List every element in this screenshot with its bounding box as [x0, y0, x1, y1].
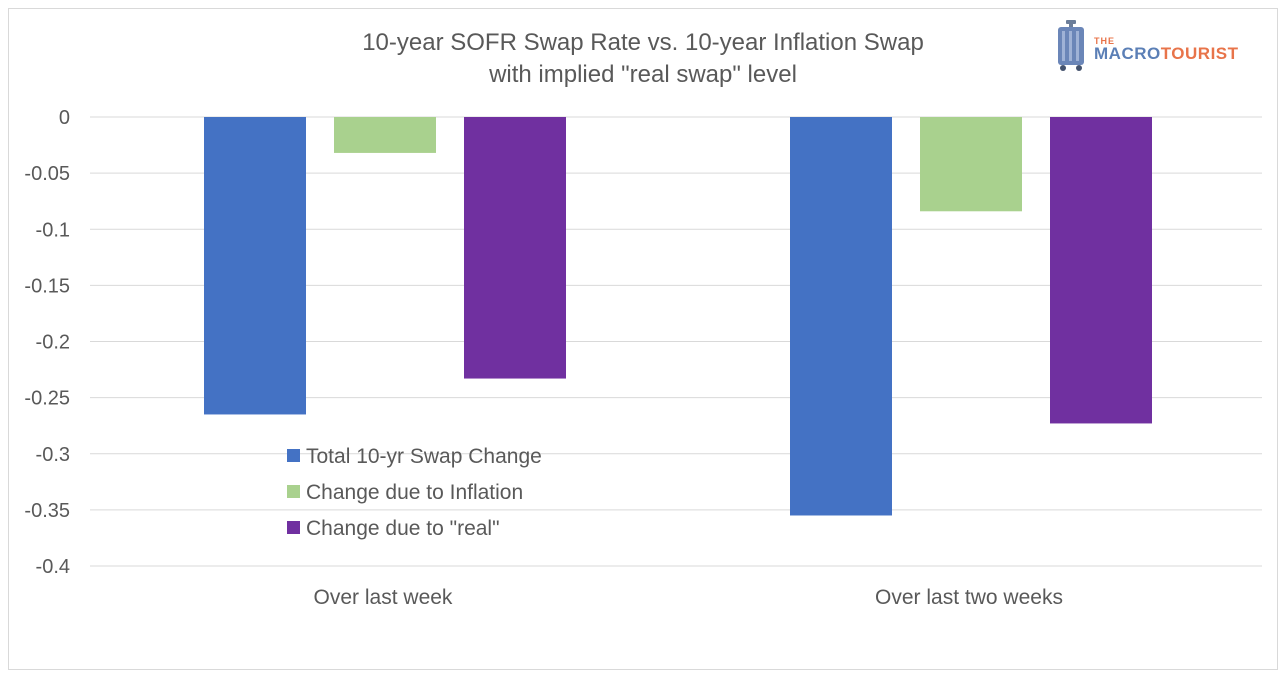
- bar: [1050, 117, 1152, 424]
- bar: [464, 117, 566, 379]
- y-tick-label: -0.15: [24, 275, 70, 297]
- chart-title: 10-year SOFR Swap Rate vs. 10-year Infla…: [362, 29, 924, 56]
- y-tick-label: -0.05: [24, 163, 70, 185]
- legend-label: Change due to Inflation: [306, 481, 523, 504]
- bar: [204, 117, 306, 415]
- y-tick-label: -0.1: [36, 219, 70, 241]
- logo-tourist: TOURIST: [1160, 44, 1239, 63]
- y-tick-label: -0.35: [24, 500, 70, 522]
- legend-label: Total 10-yr Swap Change: [306, 445, 542, 468]
- y-tick-label: -0.3: [36, 444, 70, 466]
- legend-swatch: [287, 449, 300, 462]
- suitcase-icon: [1058, 20, 1084, 71]
- y-tick-label: -0.4: [36, 556, 70, 578]
- x-category-label: Over last week: [314, 586, 453, 609]
- bar: [920, 117, 1022, 212]
- bar: [334, 117, 436, 153]
- y-tick-label: 0: [59, 107, 70, 129]
- legend-swatch: [287, 521, 300, 534]
- y-tick-label: -0.2: [36, 332, 70, 354]
- logo-wordmark: MACROTOURIST: [1094, 44, 1239, 64]
- legend-label: Change due to "real": [306, 517, 500, 540]
- y-tick-label: -0.25: [24, 388, 70, 410]
- chart-subtitle: with implied "real swap" level: [489, 61, 797, 88]
- logo-macro: MACRO: [1094, 44, 1161, 63]
- bar: [790, 117, 892, 516]
- logo-the: THE: [1094, 36, 1115, 46]
- legend-swatch: [287, 485, 300, 498]
- x-category-label: Over last two weeks: [875, 586, 1063, 609]
- macro-tourist-logo: THE MACROTOURIST: [1052, 18, 1262, 74]
